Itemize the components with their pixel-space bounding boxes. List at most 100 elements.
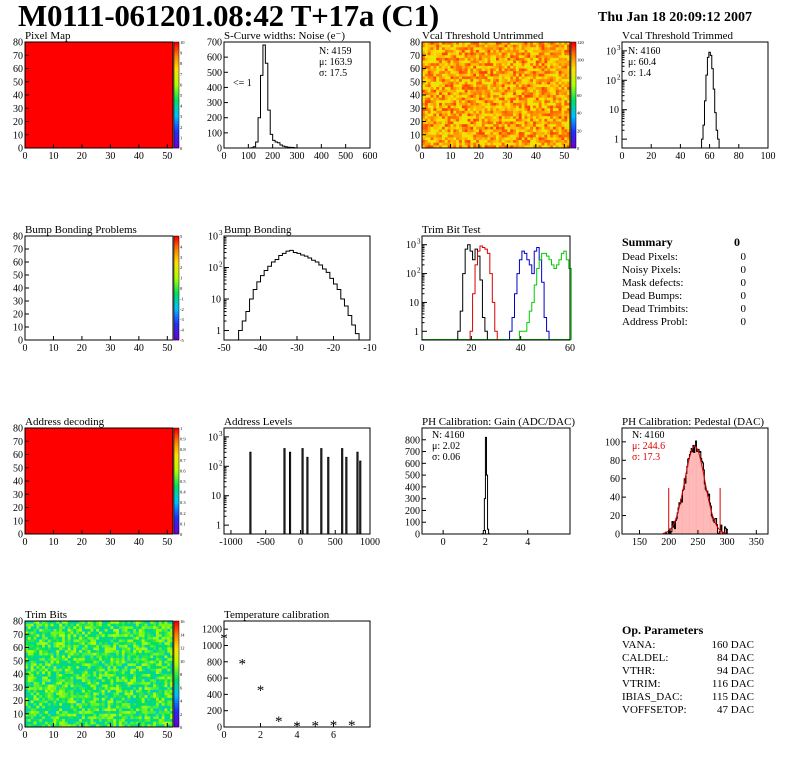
heatmap-cell xyxy=(441,87,446,91)
heatmap-cell xyxy=(561,84,565,88)
heatmap-cell xyxy=(467,105,471,109)
heatmap-cell xyxy=(144,636,148,640)
heatmap-cell xyxy=(25,719,29,723)
heatmap-cell xyxy=(93,684,97,688)
heatmap-cell xyxy=(36,663,40,667)
heatmap-cell xyxy=(441,89,446,93)
colorbar-cell xyxy=(174,520,179,524)
heatmap-cell xyxy=(39,708,43,712)
heatmap-cell xyxy=(141,697,145,701)
heatmap-cell xyxy=(527,118,531,122)
heatmap-cell xyxy=(444,92,449,96)
heatmap-cell xyxy=(501,126,505,130)
heatmap-cell xyxy=(147,695,151,699)
heatmap-cell xyxy=(118,631,123,635)
heatmap-cell xyxy=(515,92,520,96)
heatmap-cell xyxy=(96,697,100,701)
heatmap-cell xyxy=(79,695,83,699)
heatmap-cell xyxy=(459,100,463,104)
heatmap-cell xyxy=(422,84,426,88)
heatmap-cell xyxy=(84,679,89,683)
heatmap-cell xyxy=(533,113,537,117)
heatmap-cell xyxy=(441,84,446,88)
heatmap-cell xyxy=(121,687,126,691)
heatmap-cell xyxy=(107,711,111,715)
heatmap-cell xyxy=(56,719,60,723)
heatmap-cell xyxy=(470,65,474,69)
heatmap-cell xyxy=(470,132,474,136)
heatmap-cell xyxy=(547,134,551,138)
colorbar-tick-label: -2 xyxy=(180,307,184,312)
y-tick-label: 10 xyxy=(208,263,218,274)
heatmap-cell xyxy=(515,76,520,80)
heatmap-cell xyxy=(164,666,168,670)
heatmap-cell xyxy=(39,703,43,707)
heatmap-cell xyxy=(47,626,52,630)
heatmap-cell xyxy=(33,650,37,654)
heatmap-cell xyxy=(558,113,562,117)
heatmap-cell xyxy=(461,142,466,146)
heatmap-cell xyxy=(144,689,148,693)
heatmap-cell xyxy=(550,126,554,130)
heatmap-cell xyxy=(459,110,463,114)
colorbar-cell xyxy=(174,481,179,484)
heatmap-cell xyxy=(116,700,120,704)
heatmap-cell xyxy=(164,668,168,672)
heatmap-cell xyxy=(496,126,500,130)
heatmap-cell xyxy=(155,674,160,678)
heatmap-cell xyxy=(456,68,460,72)
colorbar-cell xyxy=(174,632,179,635)
heatmap-cell xyxy=(561,44,565,48)
heatmap-cell xyxy=(84,681,89,685)
y-tick-label: 60 xyxy=(13,450,23,461)
heatmap-cell xyxy=(73,621,77,625)
heatmap-cell xyxy=(70,721,74,725)
heatmap-cell xyxy=(136,660,140,664)
heatmap-cell xyxy=(544,63,548,67)
heatmap-cell xyxy=(150,671,154,675)
heatmap-cell xyxy=(161,692,165,696)
heatmap-cell xyxy=(164,676,168,680)
y-tick-label: 0 xyxy=(18,144,23,155)
heatmap-cell xyxy=(158,658,163,662)
heatmap-cell xyxy=(504,47,508,51)
heatmap-cell xyxy=(50,697,54,701)
heatmap-cell xyxy=(487,110,491,114)
heatmap-cell xyxy=(64,666,69,670)
heatmap-cell xyxy=(79,713,83,717)
heatmap-cell xyxy=(62,695,66,699)
heatmap-cell xyxy=(518,92,523,96)
heatmap-cell xyxy=(538,55,542,59)
heatmap-cell xyxy=(510,81,514,85)
heatmap-cell xyxy=(501,137,505,141)
heatmap-cell xyxy=(456,81,460,85)
colorbar-tick-label: -1 xyxy=(180,296,184,301)
heatmap-cell xyxy=(44,719,49,723)
heatmap-cell xyxy=(544,89,548,93)
heatmap-cell xyxy=(447,87,451,91)
colorbar-cell xyxy=(174,281,179,284)
heatmap-cell xyxy=(493,100,497,104)
heatmap-cell xyxy=(424,81,429,85)
heatmap-cell xyxy=(447,129,451,133)
heatmap-cell xyxy=(70,634,74,638)
heatmap-cell xyxy=(113,700,117,704)
heatmap-cell xyxy=(541,118,545,122)
x-tick-label: 40 xyxy=(134,151,144,162)
heatmap-cell xyxy=(164,719,168,723)
heatmap-cell xyxy=(110,705,114,709)
heatmap-cell xyxy=(513,145,517,149)
heatmap-cell xyxy=(73,660,77,664)
heatmap-cell xyxy=(430,95,434,99)
heatmap-cell xyxy=(552,113,557,117)
heatmap-cell xyxy=(70,660,74,664)
heatmap-cell xyxy=(30,666,34,670)
heatmap-cell xyxy=(27,692,32,696)
x-tick-label: 600 xyxy=(363,151,378,162)
heatmap-cell xyxy=(470,137,474,141)
heatmap-cell xyxy=(424,57,429,61)
heatmap-cell xyxy=(167,631,171,635)
heatmap-cell xyxy=(113,634,117,638)
heatmap-cell xyxy=(90,652,94,656)
heatmap-cell xyxy=(104,716,108,720)
